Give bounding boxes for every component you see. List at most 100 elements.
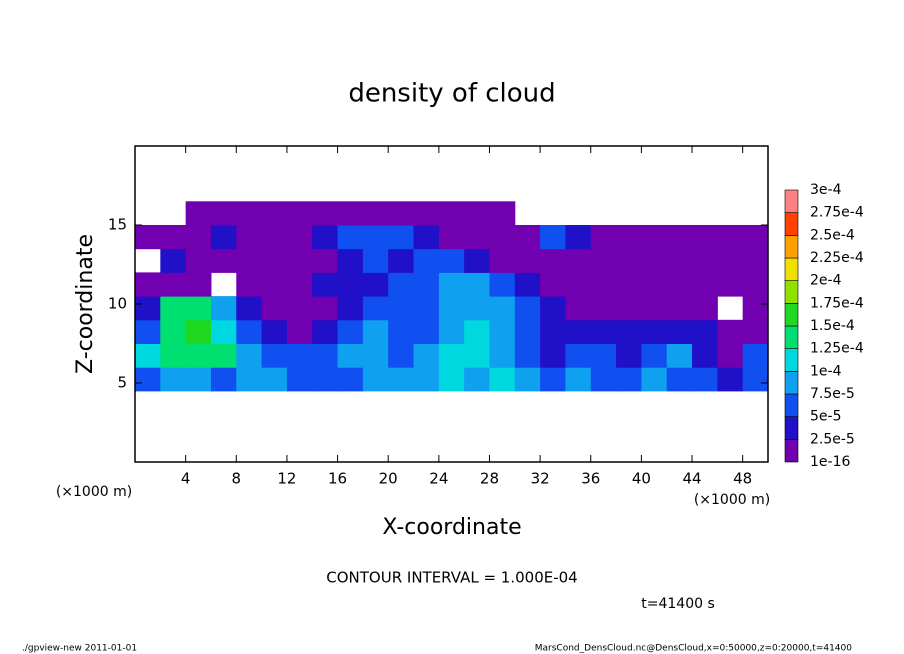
cell	[388, 319, 415, 344]
cell	[514, 296, 541, 321]
cell	[540, 343, 566, 368]
cell	[185, 225, 212, 250]
cell	[312, 367, 339, 392]
cell	[692, 367, 718, 392]
cell	[565, 248, 592, 273]
cell	[641, 319, 668, 344]
cell	[286, 367, 313, 392]
cell	[388, 225, 415, 250]
cell	[362, 296, 389, 321]
cell	[160, 225, 187, 250]
cell	[590, 367, 617, 392]
cell	[236, 296, 263, 321]
contour-note: CONTOUR INTERVAL = 1.000E-04	[326, 569, 577, 587]
cell	[666, 272, 693, 297]
cell	[236, 272, 263, 297]
cell	[717, 343, 744, 368]
cell	[160, 248, 187, 273]
cell	[742, 248, 769, 273]
cell	[261, 319, 288, 344]
cell	[540, 319, 566, 344]
colorbar-swatch	[784, 280, 799, 304]
cell	[590, 343, 617, 368]
cell	[210, 367, 237, 392]
cell	[742, 319, 769, 344]
cell	[717, 272, 744, 297]
cell	[742, 367, 769, 392]
cell	[565, 296, 592, 321]
cell	[590, 272, 617, 297]
cell	[261, 296, 288, 321]
footer-left: ./gpview-new 2011-01-01	[22, 644, 137, 654]
cell	[590, 319, 617, 344]
cell	[185, 296, 212, 321]
cell	[464, 343, 490, 368]
cell	[286, 272, 313, 297]
cell	[742, 272, 769, 297]
colorbar-swatch	[784, 371, 799, 395]
x-tick-label: 4	[181, 470, 191, 488]
cell	[590, 225, 617, 250]
cell	[489, 225, 516, 250]
cell	[135, 225, 161, 250]
cell	[413, 248, 440, 273]
colorbar-label: 1e-16	[810, 454, 850, 470]
cell	[641, 272, 668, 297]
x-axis-title: X-coordinate	[382, 515, 521, 540]
cell	[210, 201, 237, 226]
cell	[464, 201, 490, 226]
x-tick-label: 16	[328, 470, 347, 488]
cell	[514, 343, 541, 368]
y-tick-label: 5	[117, 374, 127, 392]
cell	[514, 248, 541, 273]
cell	[286, 343, 313, 368]
cell	[464, 248, 490, 273]
cell	[261, 225, 288, 250]
cell	[717, 367, 744, 392]
cell	[666, 367, 693, 392]
cell	[438, 272, 465, 297]
cell	[236, 367, 263, 392]
chart-title: density of cloud	[348, 79, 555, 109]
cell	[438, 248, 465, 273]
cell	[337, 296, 364, 321]
cell	[312, 248, 339, 273]
cell	[236, 319, 263, 344]
cell	[362, 248, 389, 273]
y-tick-label: 15	[108, 216, 127, 234]
cell	[438, 367, 465, 392]
cell	[185, 343, 212, 368]
cell	[641, 248, 668, 273]
cell	[413, 319, 440, 344]
cell	[565, 367, 592, 392]
cell	[135, 367, 161, 392]
cell	[312, 225, 339, 250]
colorbar-swatch	[784, 212, 799, 236]
cell	[388, 296, 415, 321]
cell	[236, 248, 263, 273]
cell	[362, 319, 389, 344]
cell	[337, 319, 364, 344]
cell	[185, 367, 212, 392]
cell	[641, 343, 668, 368]
cell	[666, 225, 693, 250]
cell	[438, 201, 465, 226]
cell	[185, 248, 212, 273]
cell	[641, 296, 668, 321]
cell	[742, 343, 769, 368]
cell	[692, 248, 718, 273]
cell	[692, 272, 718, 297]
x-tick-label: 8	[232, 470, 242, 488]
cell	[362, 201, 389, 226]
cell	[540, 367, 566, 392]
cell	[616, 367, 642, 392]
cell	[261, 201, 288, 226]
cell	[135, 319, 161, 344]
cell	[692, 343, 718, 368]
cell	[388, 201, 415, 226]
cell	[489, 272, 516, 297]
colorbar-swatch	[784, 416, 799, 440]
colorbar-label: 2e-4	[810, 273, 842, 289]
cell	[160, 296, 187, 321]
cell	[286, 296, 313, 321]
